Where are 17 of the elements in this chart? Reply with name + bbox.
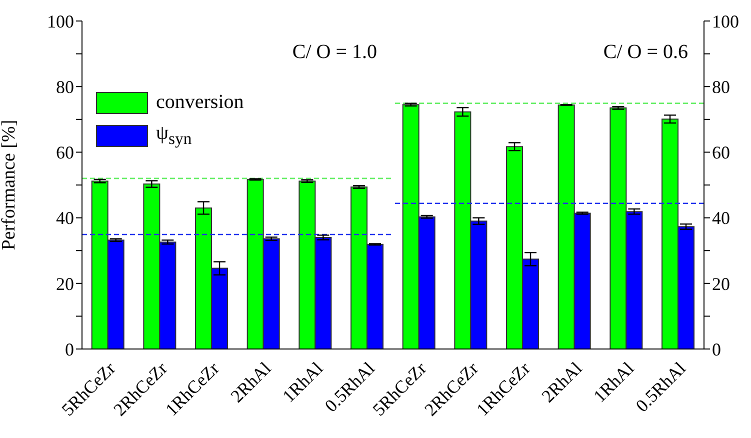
y-tick-label: 40	[712, 208, 730, 228]
y-tick-label: 80	[56, 76, 74, 97]
legend-label: conversion	[156, 91, 244, 114]
y-tick-label: 20	[56, 274, 74, 294]
y-tick-label: 60	[56, 142, 74, 163]
y-tick-label: 60	[712, 142, 730, 163]
y-axis-title: Performance [%]	[0, 120, 20, 250]
legend-label: ψ$_{syn}$	[156, 122, 192, 149]
y-tick-label: 100	[47, 11, 74, 32]
y-tick-label: 0	[712, 339, 721, 360]
y-tick-label: 20	[712, 274, 730, 294]
y-tick-label: 80	[712, 76, 730, 97]
annotation: C/ O = 1.0	[292, 41, 377, 64]
y-tick-label: 0	[65, 339, 74, 360]
y-tick-label: 40	[56, 208, 74, 228]
annotation: C/ O = 0.6	[603, 41, 688, 64]
y-tick-label: 100	[712, 11, 739, 32]
